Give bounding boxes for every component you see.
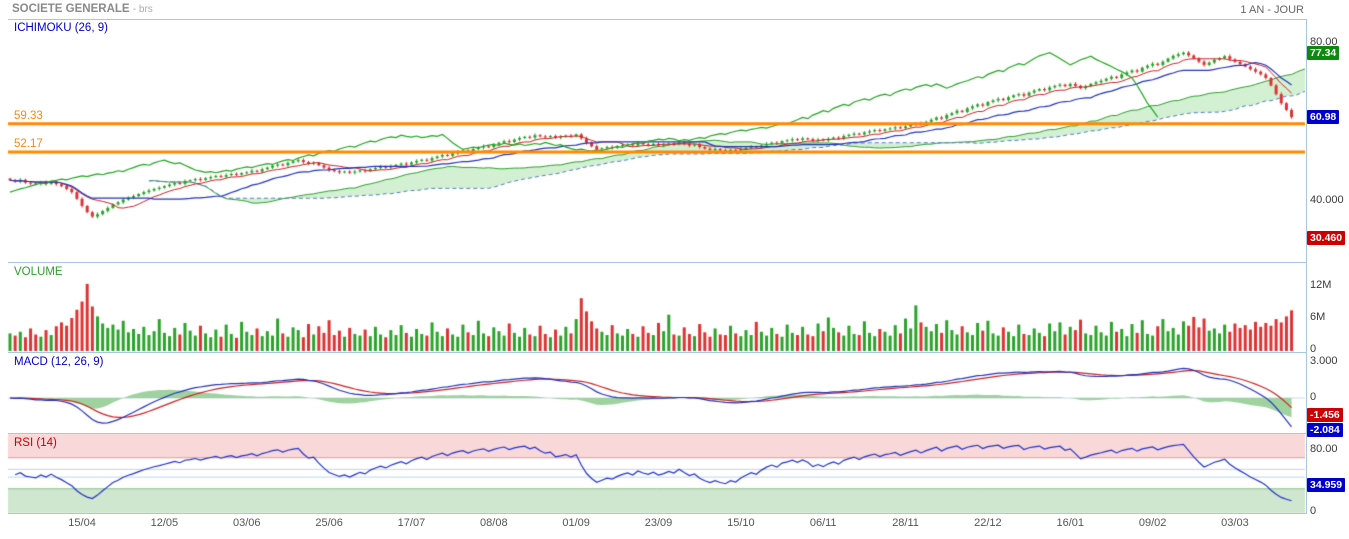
price-axis-40: 40.000: [1310, 194, 1344, 206]
level-label-upper: 59.33: [14, 110, 43, 122]
macd-axis-0: 0: [1310, 391, 1317, 403]
stock-suffix: - brs: [132, 4, 153, 15]
x-axis-label: 12/05: [150, 517, 179, 529]
x-axis-label: 08/08: [480, 517, 508, 529]
rsi-label[interactable]: RSI (14): [14, 437, 57, 449]
x-axis-label: 15/10: [727, 517, 755, 529]
volume-axis-12m: 12M: [1310, 279, 1332, 291]
stock-title: SOCIETE GENERALE: [12, 3, 130, 15]
x-axis-label: 16/01: [1056, 517, 1084, 529]
header-divider: [8, 19, 1306, 20]
x-axis-label: 03/06: [232, 517, 261, 529]
macd-label[interactable]: MACD (12, 26, 9): [14, 356, 104, 368]
x-axis-label: 22/12: [974, 517, 1002, 529]
macd-rsi-divider[interactable]: [8, 433, 1306, 434]
stock-name: SOCIETE GENERALE - brs: [12, 3, 153, 15]
last-price-badge: 60.98: [1307, 110, 1340, 124]
rsi-axis-0: 0: [1310, 505, 1317, 517]
rsi-axis-80: 80.00: [1310, 443, 1338, 455]
right-axis-line: [1306, 19, 1307, 514]
high-badge: 77.34: [1307, 46, 1340, 60]
x-axis-label: 01/09: [562, 517, 590, 529]
x-axis-label: 06/11: [809, 517, 837, 529]
x-axis-label: 03/03: [1221, 517, 1249, 529]
level-label-lower: 52.17: [14, 138, 43, 150]
ichimoku-label[interactable]: ICHIMOKU (26, 9): [14, 22, 108, 34]
price-axis-80: 80.00: [1310, 36, 1338, 48]
rsi-value-badge: 34.959: [1307, 478, 1346, 492]
volume-axis-6m: 6M: [1310, 311, 1326, 323]
volume-axis-0: 0: [1310, 343, 1317, 355]
x-axis-label: 09/02: [1138, 517, 1167, 529]
x-axis-label: 25/06: [315, 517, 343, 529]
macd-value-badge: -2.084: [1307, 423, 1343, 437]
macd-signal-badge: -1.456: [1307, 408, 1343, 422]
x-axis-label: 15/04: [68, 517, 96, 529]
low-badge: 30.460: [1307, 231, 1346, 245]
macd-axis-3: 3.000: [1310, 355, 1338, 367]
x-axis-label: 23/09: [644, 517, 673, 529]
x-axis-label: 28/11: [892, 517, 919, 529]
timeframe-label[interactable]: 1 AN - JOUR: [1240, 4, 1304, 16]
volume-macd-divider[interactable]: [8, 352, 1306, 353]
volume-label[interactable]: VOLUME: [14, 266, 63, 278]
bottom-divider: [8, 513, 1306, 514]
x-axis-label: 17/07: [397, 517, 426, 529]
price-volume-divider[interactable]: [8, 262, 1306, 263]
